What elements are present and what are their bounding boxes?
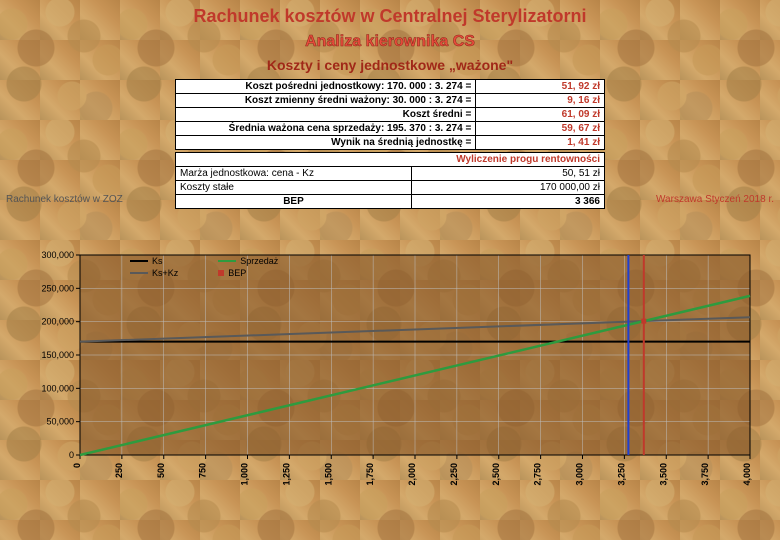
legend-swatch — [130, 260, 148, 262]
svg-text:1,000: 1,000 — [240, 463, 250, 486]
svg-text:0: 0 — [72, 463, 82, 468]
section-title: Koszty i ceny jednostkowe „ważone" — [0, 57, 780, 73]
svg-text:300,000: 300,000 — [41, 250, 74, 260]
legend-swatch — [218, 260, 236, 262]
table-row-value: 50, 51 zł — [411, 167, 604, 181]
svg-text:2,500: 2,500 — [491, 463, 501, 486]
table-row-value: 61, 09 zł — [476, 108, 605, 122]
legend-swatch — [130, 272, 148, 274]
svg-text:100,000: 100,000 — [41, 383, 74, 393]
footer-right: Warszawa Styczeń 2018 r. — [656, 194, 774, 205]
table-row-value: 59, 67 zł — [476, 122, 605, 136]
legend-item: Sprzedaż — [218, 256, 278, 266]
table-row-label: Marża jednostkowa: cena - Kz — [176, 167, 412, 181]
legend-label: Sprzedaż — [240, 256, 278, 266]
table-row-label: Koszt zmienny średni ważony: 30. 000 : 3… — [176, 94, 476, 108]
svg-text:0: 0 — [69, 450, 74, 460]
table-row-value: 170 000,00 zł — [411, 181, 604, 195]
legend-item: Ks — [130, 256, 178, 266]
page-title: Rachunek kosztów w Centralnej Sterylizat… — [0, 0, 780, 27]
legend-label: BEP — [228, 268, 246, 278]
svg-text:3,750: 3,750 — [700, 463, 710, 486]
page-subtitle: Analiza kierownika CS — [0, 33, 780, 51]
table-row-label: Średnia ważona cena sprzedaży: 195. 370 … — [176, 122, 476, 136]
breakeven-chart: 0 50,000 100,000 150,000 200,000 250,000 300,0… — [20, 250, 760, 500]
table-row-value: 9, 16 zł — [476, 94, 605, 108]
chart-svg: 0 50,000 100,000 150,000 200,000 250,000 300,0… — [20, 250, 760, 500]
chart-legend: Ks Ks+Kz Sprzedaż BEP — [130, 256, 278, 278]
svg-text:2,000: 2,000 — [407, 463, 417, 486]
bep-table: Wyliczenie progu rentowności Marża jedno… — [175, 152, 605, 209]
legend-item: Ks+Kz — [130, 268, 178, 278]
table-row-label: Koszt pośredni jednostkowy: 170. 000 : 3… — [176, 80, 476, 94]
table-row-label: Koszty stałe — [176, 181, 412, 195]
svg-text:50,000: 50,000 — [46, 417, 74, 427]
svg-text:500: 500 — [156, 463, 166, 478]
unit-costs-table: Koszt pośredni jednostkowy: 170. 000 : 3… — [175, 79, 605, 150]
svg-text:1,500: 1,500 — [323, 463, 333, 486]
svg-text:4,000: 4,000 — [742, 463, 752, 486]
svg-text:250: 250 — [114, 463, 124, 478]
svg-text:1,250: 1,250 — [281, 463, 291, 486]
legend-label: Ks+Kz — [152, 268, 178, 278]
svg-text:250,000: 250,000 — [41, 283, 74, 293]
table-row-label: Koszt średni = — [176, 108, 476, 122]
svg-text:750: 750 — [198, 463, 208, 478]
svg-text:2,750: 2,750 — [533, 463, 543, 486]
svg-text:2,250: 2,250 — [449, 463, 459, 486]
svg-text:150,000: 150,000 — [41, 350, 74, 360]
table-row-value: 1, 41 zł — [476, 136, 605, 150]
legend-item: BEP — [218, 268, 278, 278]
bep-header: Wyliczenie progu rentowności — [176, 153, 605, 167]
svg-text:200,000: 200,000 — [41, 317, 74, 327]
svg-text:3,250: 3,250 — [616, 463, 626, 486]
legend-swatch — [218, 270, 224, 276]
svg-text:3,000: 3,000 — [575, 463, 585, 486]
svg-text:3,500: 3,500 — [658, 463, 668, 486]
legend-label: Ks — [152, 256, 163, 266]
bep-label: BEP — [176, 195, 412, 209]
table-row-value: 51, 92 zł — [476, 80, 605, 94]
svg-text:1,750: 1,750 — [365, 463, 375, 486]
bep-value: 3 366 — [411, 195, 604, 209]
footer-left: Rachunek kosztów w ZOZ — [6, 194, 123, 205]
table-row-label: Wynik na średnią jednostkę = — [176, 136, 476, 150]
